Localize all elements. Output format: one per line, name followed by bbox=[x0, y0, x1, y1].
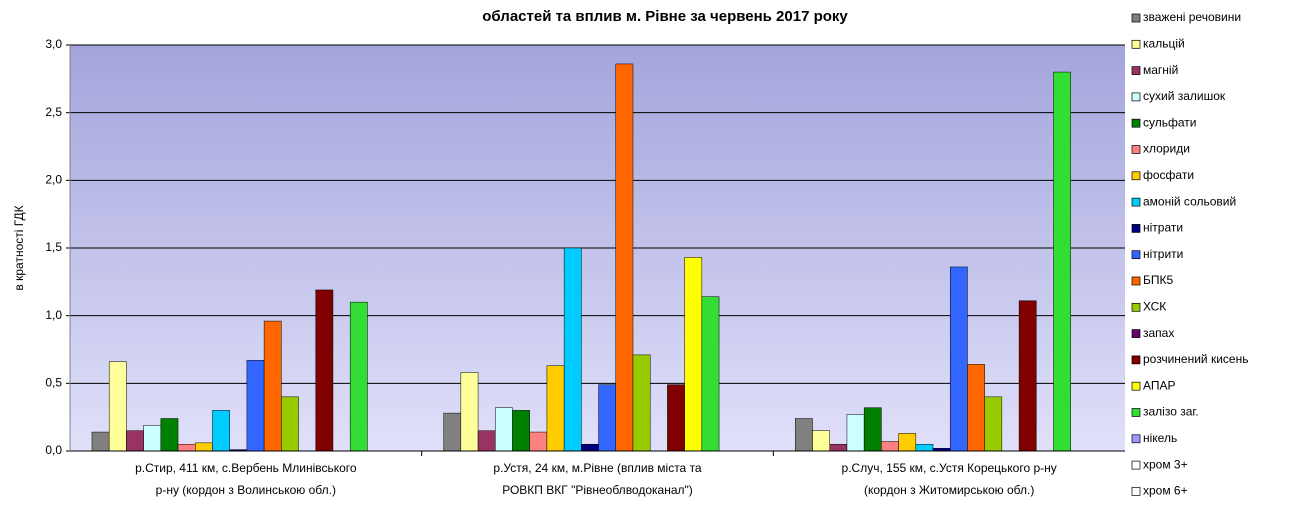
bar bbox=[477, 430, 496, 452]
x-tick-label: РОВКП ВКГ "Рівнеоблводоканал") bbox=[502, 483, 693, 497]
legend-label: залізо заг. bbox=[1143, 405, 1199, 419]
legend-swatch bbox=[1131, 118, 1141, 128]
x-tick-label: р.Стир, 411 км, с.Вербень Млинівського bbox=[135, 461, 357, 475]
legend-label: ХСК bbox=[1143, 299, 1166, 313]
bar bbox=[443, 412, 462, 452]
bar bbox=[177, 443, 196, 452]
legend-label: нікель bbox=[1143, 431, 1177, 445]
bar bbox=[212, 410, 230, 452]
y-axis-label: в кратності ГДК bbox=[12, 205, 26, 290]
bar bbox=[263, 320, 282, 452]
legend-swatch bbox=[1131, 329, 1141, 338]
bar bbox=[546, 365, 565, 452]
y-tick-label: 3,0 bbox=[45, 37, 62, 51]
bar bbox=[684, 257, 703, 452]
legend-swatch bbox=[1131, 487, 1141, 496]
legend-label: хлориди bbox=[1143, 142, 1190, 156]
bar bbox=[1018, 300, 1037, 452]
bar bbox=[581, 443, 599, 452]
bar bbox=[91, 431, 110, 452]
bar bbox=[143, 425, 162, 452]
legend-swatch bbox=[1131, 13, 1141, 23]
legend-swatch bbox=[1131, 66, 1141, 75]
bar bbox=[863, 407, 882, 452]
bar bbox=[512, 410, 530, 452]
bar bbox=[915, 443, 934, 452]
bar bbox=[667, 384, 685, 452]
legend-label: БПК5 bbox=[1143, 273, 1173, 287]
bar bbox=[246, 360, 265, 452]
bar bbox=[984, 396, 1003, 452]
legend-swatch bbox=[1131, 355, 1141, 365]
legend-label: зважені речовини bbox=[1143, 10, 1241, 24]
bar bbox=[598, 384, 617, 452]
bar bbox=[460, 372, 479, 452]
legend-swatch bbox=[1131, 224, 1141, 233]
legend-swatch bbox=[1131, 302, 1141, 312]
bar bbox=[1053, 71, 1071, 452]
y-tick-label: 2,0 bbox=[45, 173, 62, 187]
legend-swatch bbox=[1131, 197, 1141, 207]
y-tick-label: 1,5 bbox=[45, 240, 62, 254]
chart-title: областей та вплив м. Рівне за червень 20… bbox=[482, 8, 848, 25]
bar bbox=[281, 396, 299, 452]
legend-label: кальцій bbox=[1143, 36, 1185, 50]
bar bbox=[949, 266, 968, 452]
legend-label: запах bbox=[1143, 326, 1174, 340]
legend-swatch bbox=[1131, 92, 1141, 102]
bar bbox=[529, 431, 548, 452]
bar bbox=[967, 364, 985, 452]
bar bbox=[795, 418, 813, 452]
bar bbox=[126, 430, 144, 452]
legend-label: сухий залишок bbox=[1143, 89, 1226, 103]
x-tick-label: р-ну (кордон з Волинською обл.) bbox=[156, 483, 336, 497]
y-tick-label: 1,0 bbox=[45, 308, 62, 322]
bar bbox=[495, 407, 513, 452]
bar bbox=[195, 442, 213, 452]
legend-swatch bbox=[1131, 171, 1141, 181]
bar bbox=[563, 247, 582, 452]
bar bbox=[615, 63, 634, 452]
legend-label: фосфати bbox=[1143, 168, 1194, 182]
bar bbox=[846, 414, 865, 452]
legend-swatch bbox=[1131, 408, 1141, 417]
legend-swatch bbox=[1131, 39, 1141, 49]
legend-swatch bbox=[1131, 276, 1141, 286]
bar bbox=[881, 441, 899, 452]
legend-swatch bbox=[1131, 381, 1141, 391]
legend-label: хром 6+ bbox=[1143, 484, 1188, 498]
bar bbox=[898, 433, 917, 452]
bar bbox=[108, 361, 127, 452]
legend-swatch bbox=[1131, 250, 1141, 260]
legend-label: сульфати bbox=[1143, 115, 1196, 129]
bar bbox=[829, 443, 848, 452]
bar bbox=[315, 289, 334, 452]
legend-swatch bbox=[1131, 434, 1141, 444]
legend-label: нітрати bbox=[1143, 221, 1183, 235]
legend-label: нітрити bbox=[1143, 247, 1183, 261]
bar bbox=[812, 430, 830, 452]
bar bbox=[160, 418, 179, 452]
legend-label: розчинений кисень bbox=[1143, 352, 1248, 366]
legend-swatch bbox=[1131, 145, 1141, 154]
x-tick-label: р.Случ, 155 км, с.Устя Корецького р-ну bbox=[842, 461, 1057, 475]
y-tick-label: 0,5 bbox=[45, 376, 62, 390]
legend-label: магній bbox=[1143, 63, 1178, 77]
y-tick-label: 0,0 bbox=[45, 443, 62, 457]
legend-swatch bbox=[1131, 460, 1141, 470]
legend-label: хром 3+ bbox=[1143, 457, 1188, 471]
bar bbox=[701, 296, 720, 452]
x-tick-label: р.Устя, 24 км, м.Рівне (вплив міста та bbox=[493, 461, 702, 475]
bar bbox=[632, 354, 651, 452]
legend-label: АПАР bbox=[1143, 378, 1176, 392]
bar bbox=[349, 301, 368, 452]
legend-label: амоній сольовий bbox=[1143, 194, 1236, 208]
y-tick-label: 2,5 bbox=[45, 105, 62, 119]
x-tick-label: (кордон з Житомирською обл.) bbox=[864, 483, 1034, 497]
